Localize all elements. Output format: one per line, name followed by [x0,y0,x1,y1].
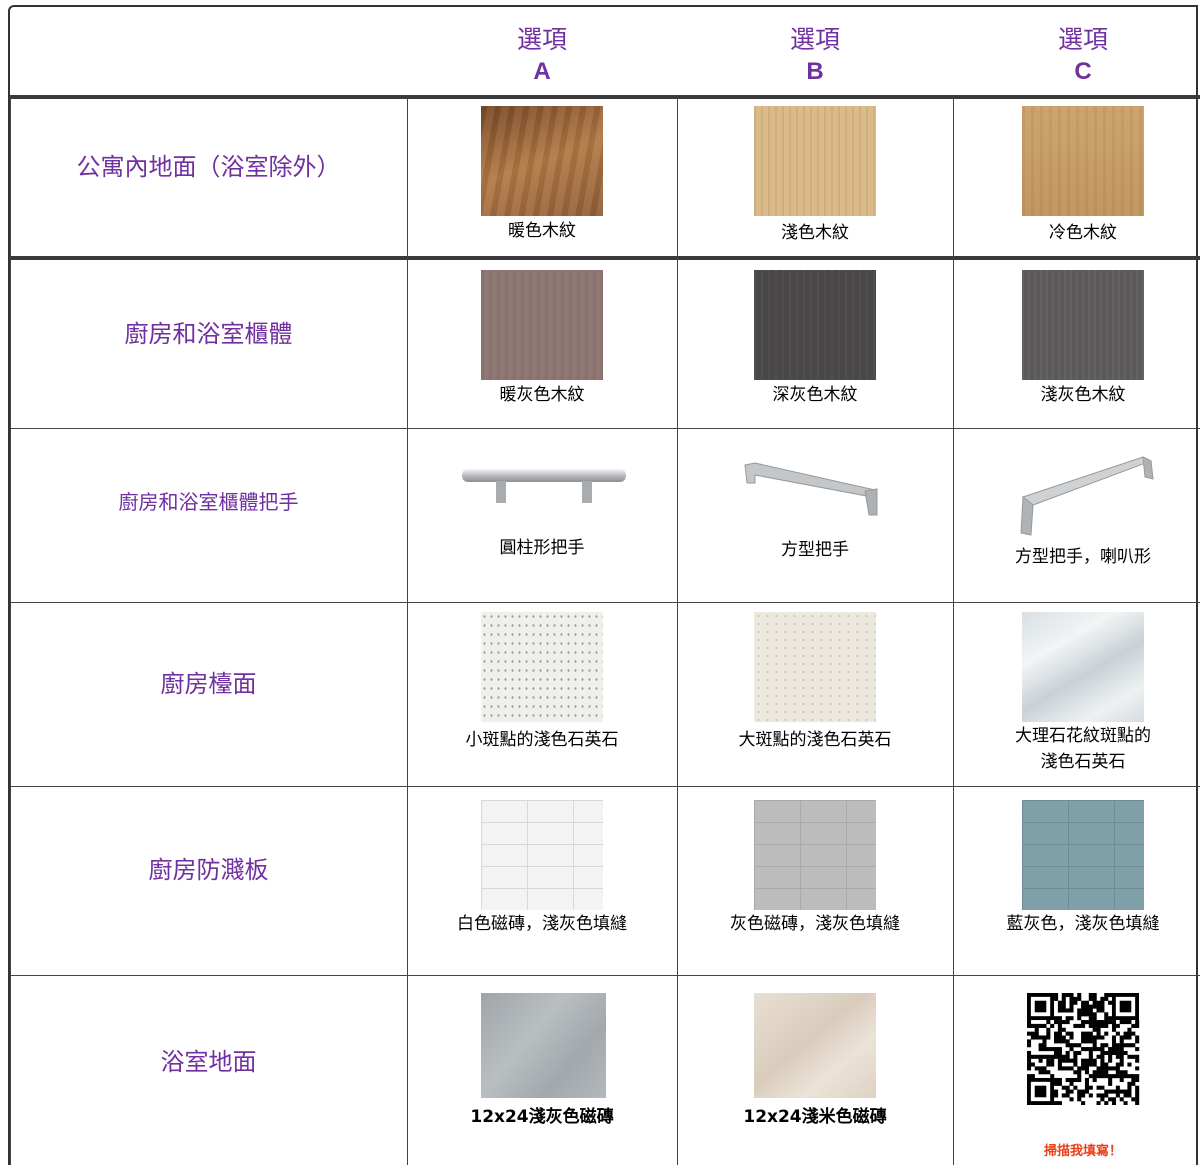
row-line [10,975,1200,976]
material-swatch [754,270,876,380]
material-swatch [754,993,876,1098]
qr-caption: 掃描我填寫！ [1043,1144,1122,1159]
option-header: 選項 A [442,24,642,88]
option-caption: 12x24淺米色磁磚 [743,1107,887,1127]
option-letter: B [806,58,824,85]
col-line [953,97,954,1165]
option-caption: 方型把手 [781,540,849,560]
material-swatch [1022,612,1144,722]
qr-code [1026,993,1140,1105]
material-swatch [481,993,606,1098]
material-swatch [481,612,603,722]
material-swatch [754,612,876,722]
handle-image [462,469,626,503]
option-caption: 冷色木紋 [1049,223,1117,243]
col-line [677,97,678,1165]
material-swatch [1022,270,1144,380]
material-swatch [1022,106,1144,216]
col-line [10,97,11,1165]
option-caption: 小斑點的淺色石英石 [465,730,619,750]
option-caption: 暖色木紋 [508,221,576,241]
option-caption: 淺灰色木紋 [1040,385,1126,405]
option-caption: 方型把手，喇叭形 [1015,547,1151,567]
option-title: 選項 [516,25,567,54]
option-caption: 12x24淺灰色磁磚 [470,1107,614,1127]
option-letter: A [533,58,551,85]
row-label: 廚房防濺板 [148,856,269,884]
row-label: 廚房和浴室櫃體 [124,320,293,348]
row-label: 浴室地面 [160,1048,257,1076]
row-line [10,95,1200,99]
material-swatch [754,800,876,910]
option-caption: 白色磁磚，淺灰色填縫 [457,914,627,934]
material-swatch [481,106,603,216]
option-title: 選項 [1057,25,1108,54]
row-label: 公寓內地面（浴室除外） [76,153,341,181]
row-line [10,602,1200,603]
row-line [10,786,1200,787]
material-swatch [481,800,603,910]
row-label: 廚房檯面 [160,670,257,698]
handle-image [744,462,878,516]
material-swatch [481,270,603,380]
material-swatch [1022,800,1144,910]
option-caption: 大斑點的淺色石英石 [738,730,892,750]
option-header: 選項 B [715,24,915,88]
option-letter: C [1074,58,1092,85]
row-line [10,428,1200,429]
row-label: 廚房和浴室櫃體把手 [118,490,299,514]
col-line [407,97,408,1165]
material-swatch [754,106,876,216]
handle-image [1020,456,1154,536]
option-caption: 淺色木紋 [781,223,849,243]
option-caption: 圓柱形把手 [499,538,585,558]
option-caption: 暖灰色木紋 [499,385,585,405]
option-header: 選項 C [983,24,1183,88]
row-line [10,256,1200,260]
option-title: 選項 [789,25,840,54]
table-frame [8,5,1198,1165]
option-caption: 灰色磁磚，淺灰色填縫 [730,914,900,934]
option-caption: 深灰色木紋 [772,385,858,405]
option-caption: 藍灰色，淺灰色填縫 [1006,914,1160,934]
option-caption: 大理石花紋斑點的淺色石英石 [1015,726,1151,772]
